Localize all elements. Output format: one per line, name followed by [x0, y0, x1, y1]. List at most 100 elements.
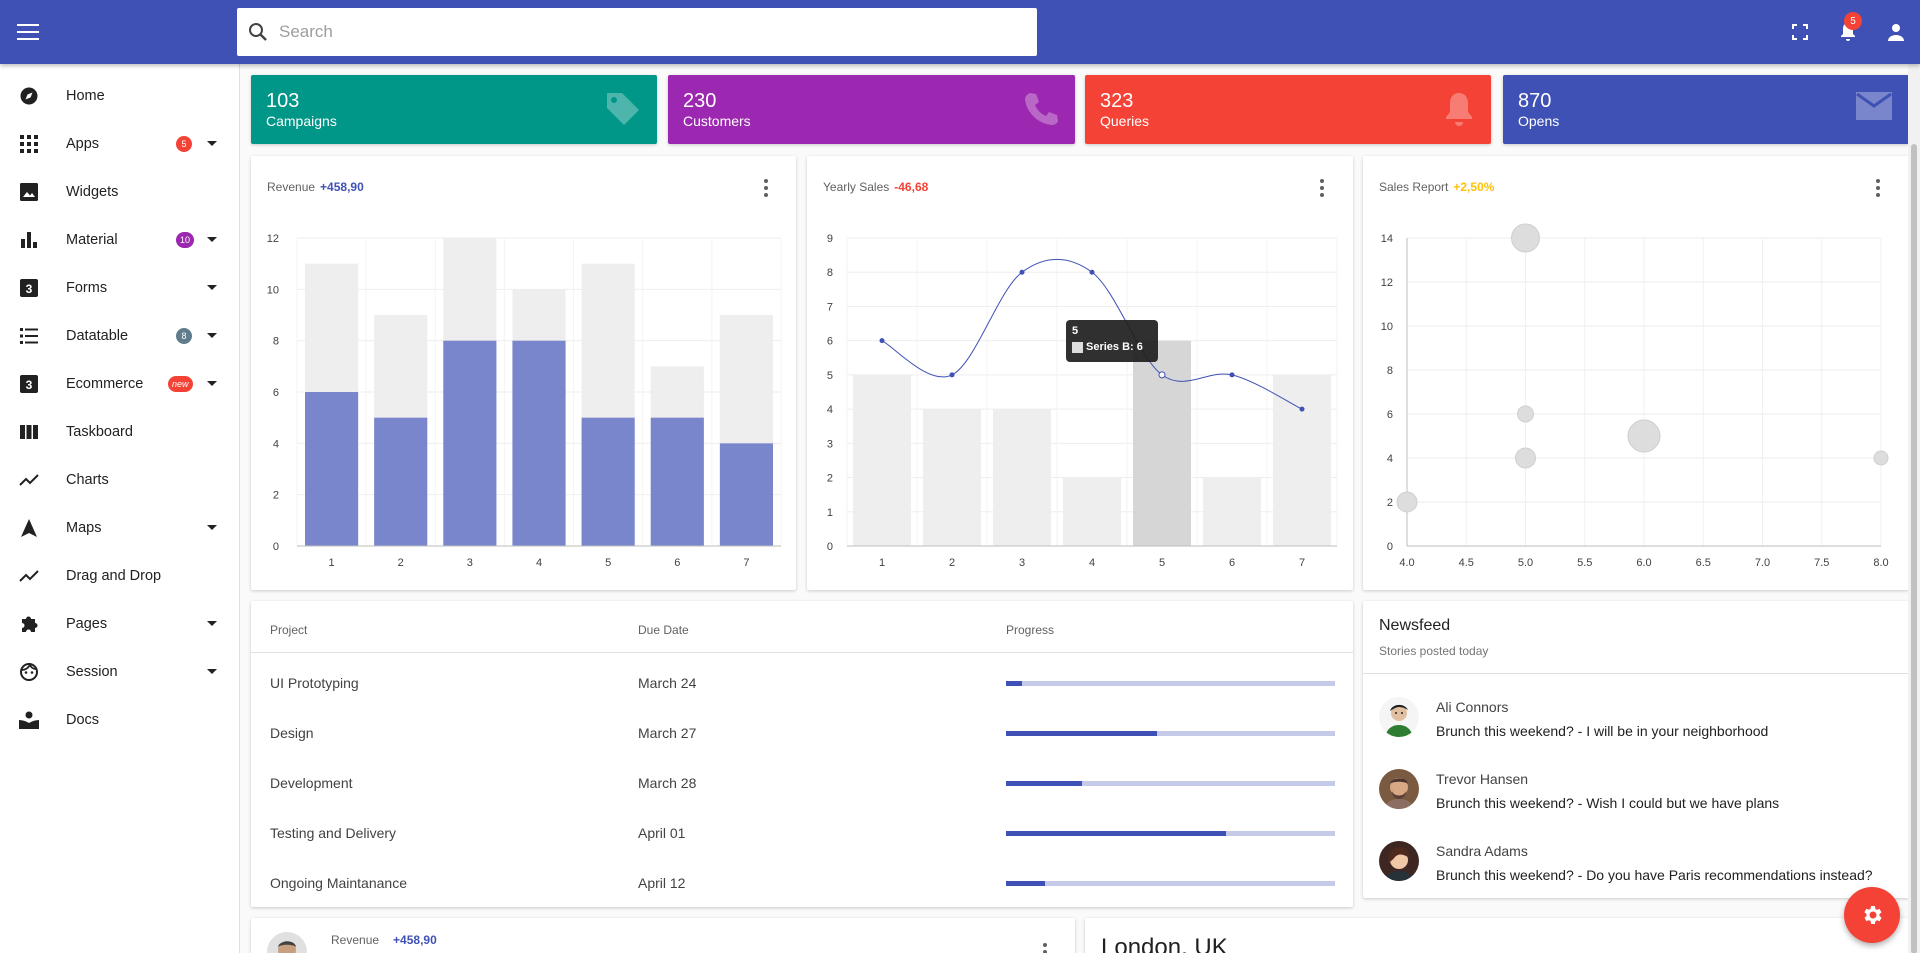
table-row[interactable]: Development March 28: [251, 759, 1353, 809]
sidebar-item-docs[interactable]: Docs: [0, 696, 239, 744]
sidebar-item-label: Forms: [66, 280, 108, 296]
sidebar-item-material[interactable]: Material 10: [0, 216, 239, 264]
progress-fill: [1006, 881, 1046, 886]
badge: 10: [176, 232, 195, 248]
list-item[interactable]: Trevor Hansen Brunch this weekend? - Wis…: [1363, 761, 1909, 821]
image-icon: [18, 181, 40, 203]
chevron-down-icon[interactable]: [207, 333, 217, 338]
sidebar-item-widgets[interactable]: Widgets: [0, 168, 239, 216]
list-item[interactable]: Sandra Adams Brunch this weekend? - Do y…: [1363, 833, 1909, 893]
stat-label: Opens: [1518, 113, 1560, 129]
svg-text:3: 3: [26, 378, 33, 392]
scrollbar-thumb[interactable]: [1911, 144, 1917, 953]
table-row[interactable]: Ongoing Maintanance April 12: [251, 859, 1353, 907]
page-scrollbar[interactable]: [1908, 64, 1920, 953]
sidebar-item-charts[interactable]: Charts: [0, 456, 239, 504]
tick-label: 0: [273, 541, 279, 553]
table-row[interactable]: UI Prototyping March 24: [251, 659, 1353, 709]
sidebar-item-session[interactable]: Session: [0, 648, 239, 696]
sidebar-item-maps[interactable]: Maps: [0, 504, 239, 552]
card-title: Revenue: [331, 933, 380, 947]
chevron-down-icon[interactable]: [207, 237, 217, 242]
column-header[interactable]: Progress: [1006, 623, 1055, 637]
chevron-down-icon[interactable]: [207, 669, 217, 674]
sidebar-item-datatable[interactable]: Datatable 8: [0, 312, 239, 360]
more-options-button[interactable]: [756, 176, 776, 200]
fullscreen-button[interactable]: [1776, 0, 1824, 64]
chevron-down-icon[interactable]: [207, 381, 217, 386]
search-input[interactable]: [279, 22, 1019, 42]
sidebar-item-pages[interactable]: Pages: [0, 600, 239, 648]
card-delta: +2,50%: [1453, 180, 1495, 194]
account-button[interactable]: [1872, 0, 1920, 64]
looks-3-icon: 3: [18, 373, 40, 395]
sidebar-item-home[interactable]: Home: [0, 72, 239, 120]
line-point: [1299, 406, 1305, 412]
notifications-button[interactable]: 5: [1824, 0, 1872, 64]
author-name: Trevor Hansen: [1436, 771, 1529, 787]
sidebar-item-ecommerce[interactable]: 3 Ecommerce new: [0, 360, 239, 408]
yearly-sales-chart: 0 1 2 3 4 5 6 7 8 9 1 2 3 4 5 6 7: [827, 233, 1338, 569]
line-point: [1089, 269, 1095, 275]
menu-icon: [17, 24, 39, 40]
line-point: [1019, 269, 1025, 275]
stat-card-customers[interactable]: 230 Customers: [668, 75, 1075, 144]
chevron-down-icon[interactable]: [207, 285, 217, 290]
stat-card-queries[interactable]: 323 Queries: [1085, 75, 1491, 144]
chevron-down-icon[interactable]: [207, 525, 217, 530]
stat-value: 230: [683, 90, 717, 112]
scatter-point: [1627, 419, 1661, 453]
tick-label: 5: [1159, 557, 1165, 569]
tick-label: 10: [1381, 321, 1393, 333]
column-header[interactable]: Project: [270, 623, 308, 637]
settings-fab-button[interactable]: [1844, 887, 1900, 943]
chevron-down-icon[interactable]: [207, 621, 217, 626]
sidebar-item-label: Taskboard: [66, 424, 133, 440]
tick-label: 0: [827, 541, 833, 553]
top-app-bar: 5: [0, 0, 1920, 64]
stat-card-opens[interactable]: 870 Opens: [1503, 75, 1909, 144]
stat-card-campaigns[interactable]: 103 Campaigns: [251, 75, 657, 144]
card-header: Sales Report +2,50%: [1379, 180, 1494, 194]
scatter-point: [1873, 450, 1889, 466]
bar-chart-icon: [18, 229, 40, 251]
stat-label: Queries: [1100, 113, 1150, 129]
badge: new: [168, 376, 193, 392]
more-options-button[interactable]: [1312, 176, 1332, 200]
tick-label: 3: [1019, 557, 1025, 569]
card-header: Revenue +458,90: [267, 180, 364, 194]
tag-icon: [607, 93, 639, 125]
book-icon: [18, 709, 40, 731]
sidebar-item-taskboard[interactable]: Taskboard: [0, 408, 239, 456]
sidebar-item-label: Session: [66, 664, 118, 680]
bell-icon: [1446, 93, 1472, 126]
tick-label: 4: [827, 404, 833, 416]
due-date: March 27: [638, 725, 697, 741]
tick-label: 7: [1299, 557, 1305, 569]
line-point: [1158, 371, 1166, 379]
table-row[interactable]: Design March 27: [251, 709, 1353, 759]
table-row[interactable]: Testing and Delivery April 01: [251, 809, 1353, 859]
avatar: [1379, 841, 1419, 881]
list-item[interactable]: Ali Connors Brunch this weekend? - I wil…: [1363, 689, 1909, 749]
sales-report-scatter-chart: 0 2 4 6 8 10 12 14 4.0 4.5 5.0 5.5 6.0 6.5 7.0 7.5 8.0: [1381, 223, 1889, 569]
sidebar-item-forms[interactable]: 3 Forms: [0, 264, 239, 312]
sidebar-item-label: Apps: [66, 136, 100, 152]
avatar: [267, 932, 307, 953]
project-name: Testing and Delivery: [270, 825, 397, 841]
progress-fill: [1006, 681, 1023, 686]
gear-icon: [1864, 906, 1882, 924]
more-options-button[interactable]: [1868, 176, 1888, 200]
column-header[interactable]: Due Date: [638, 623, 689, 637]
face-icon: [18, 661, 40, 683]
tick-label: 4: [1089, 557, 1095, 569]
scatter-point: [1396, 491, 1418, 513]
progress-bar: [1006, 681, 1335, 686]
menu-button[interactable]: [0, 0, 56, 64]
chevron-down-icon[interactable]: [207, 141, 217, 146]
line-point: [879, 338, 885, 344]
stat-value: 323: [1100, 90, 1134, 112]
more-options-button[interactable]: [1035, 940, 1055, 953]
sidebar-item-drag-and-drop[interactable]: Drag and Drop: [0, 552, 239, 600]
sidebar-item-apps[interactable]: Apps 5: [0, 120, 239, 168]
